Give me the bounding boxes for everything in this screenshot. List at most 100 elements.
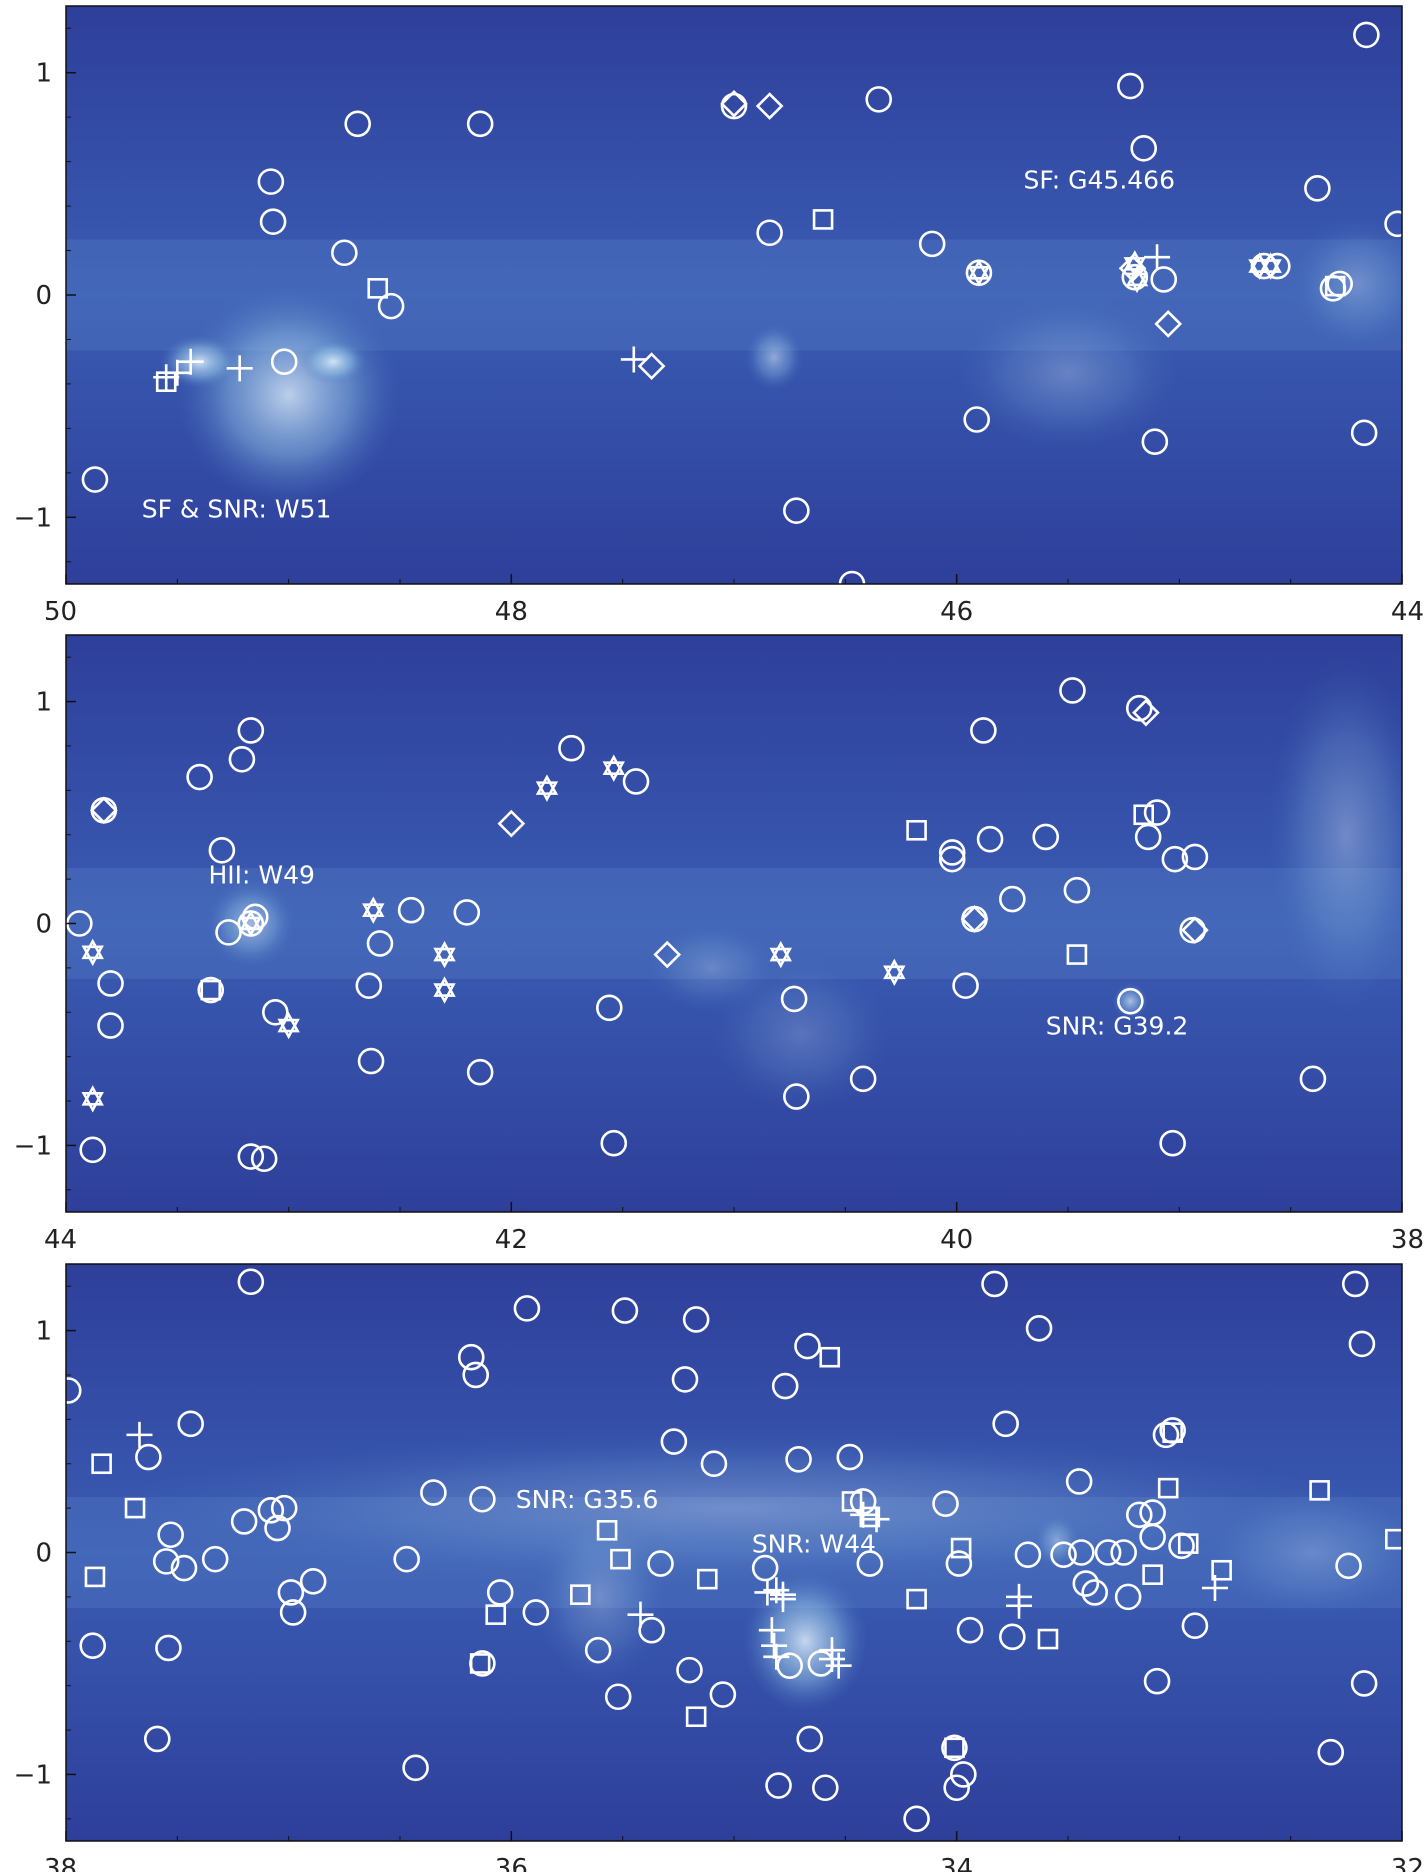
source-circle-marker	[596, 994, 623, 1022]
source-circle-marker	[1125, 1501, 1153, 1529]
emission-region	[742, 1570, 868, 1713]
source-circle-marker	[671, 1366, 699, 1393]
source-circle-marker	[1025, 1315, 1053, 1342]
source-circle-marker	[143, 1725, 171, 1753]
x-tick-label: 42	[495, 1225, 528, 1255]
source-circle-marker	[344, 110, 371, 138]
source-square-marker	[1385, 1528, 1402, 1550]
source-circle-marker	[1317, 1738, 1345, 1766]
source-circle-marker	[1050, 1541, 1077, 1569]
source-circle-marker	[709, 1681, 737, 1708]
source-circle-marker	[660, 1428, 688, 1455]
source-circle-marker	[264, 1514, 291, 1542]
source-circle-marker	[1299, 1065, 1327, 1093]
source-circle-marker	[170, 1554, 198, 1582]
source-circle-marker	[1353, 21, 1380, 49]
source-circle-marker	[79, 1632, 107, 1660]
region-annotation: SNR: G39.2	[1046, 1011, 1189, 1040]
source-circle-marker	[215, 919, 242, 946]
source-circle-marker	[522, 1599, 550, 1626]
source-circle-marker	[976, 825, 1004, 853]
source-circle-marker	[622, 768, 650, 795]
emission-region	[1034, 1514, 1080, 1569]
source-circle-marker	[945, 1550, 973, 1577]
source-circle-marker	[157, 1521, 184, 1549]
source-circle-marker	[1350, 419, 1378, 447]
x-tick-label: 38	[1391, 1225, 1424, 1255]
source-square-marker	[950, 1537, 972, 1559]
source-circle-marker	[796, 1725, 824, 1753]
source-diamond-marker	[720, 89, 748, 118]
source-circle-marker	[277, 1579, 305, 1606]
y-tick-label: −1	[14, 1760, 52, 1790]
emission-region	[1268, 657, 1402, 1013]
source-circle-marker	[1081, 1579, 1109, 1606]
source-circle-marker	[780, 985, 808, 1013]
source-circle-marker	[81, 466, 109, 493]
region-annotation: HII: W49	[209, 861, 315, 890]
source-square-marker	[819, 1346, 841, 1368]
source-circle-marker	[1150, 266, 1178, 293]
source-circle-marker	[941, 1734, 968, 1762]
source-circle-marker	[299, 1568, 327, 1595]
source-circle-marker	[932, 1490, 959, 1517]
source-circle-marker	[771, 1372, 799, 1400]
x-tick-label: 44	[1391, 597, 1424, 627]
source-square-marker	[570, 1584, 591, 1605]
source-circle-marker	[402, 1754, 429, 1782]
source-circle-marker	[811, 1774, 839, 1802]
source-diamond-marker	[653, 940, 682, 969]
source-plus-marker	[1144, 244, 1171, 271]
source-circle-marker	[647, 1550, 674, 1577]
source-circle-marker	[600, 1129, 628, 1157]
source-star-marker	[535, 774, 559, 802]
source-plus-marker	[758, 1617, 785, 1644]
source-circle-marker	[836, 1443, 864, 1471]
source-circle-marker	[756, 219, 783, 247]
source-plus-marker	[620, 346, 647, 373]
source-circle-marker	[720, 92, 748, 120]
source-circle-marker	[1143, 799, 1171, 826]
source-circle-marker	[970, 717, 997, 744]
source-circle-marker	[366, 930, 394, 957]
source-circle-marker	[1141, 428, 1169, 456]
source-circle-marker	[250, 1145, 278, 1173]
source-star-marker	[277, 1011, 300, 1040]
source-circle-marker	[794, 1332, 821, 1360]
source-circle-marker	[783, 1083, 810, 1110]
source-plus-marker	[1201, 1575, 1228, 1602]
source-diamond-marker	[497, 809, 526, 838]
source-circle-marker	[751, 1554, 779, 1582]
source-plus-marker	[769, 1581, 796, 1608]
source-square-marker	[84, 1566, 106, 1588]
x-tick-label: 34	[940, 1854, 973, 1872]
region-annotation: SNR: G35.6	[516, 1485, 659, 1514]
x-tick-label: 50	[44, 597, 77, 627]
source-circle-marker	[453, 899, 481, 926]
source-circle-marker	[1181, 1612, 1209, 1640]
source-circle-marker	[79, 1136, 107, 1164]
source-circle-marker	[262, 998, 289, 1026]
emission-region	[1290, 217, 1402, 351]
source-circle-marker	[186, 763, 213, 791]
y-tick-label: −1	[14, 503, 52, 533]
source-circle-marker	[584, 1636, 612, 1664]
source-star-marker	[769, 940, 792, 969]
source-circle-marker	[1094, 1539, 1122, 1566]
source-circle-marker	[259, 208, 287, 235]
source-plus-marker	[1006, 1583, 1033, 1610]
source-plus-marker	[850, 1501, 877, 1528]
emission-region	[956, 295, 1180, 451]
source-star-marker	[81, 938, 104, 967]
source-circle-marker	[1139, 1523, 1166, 1551]
source-circle-marker	[1068, 1539, 1095, 1566]
source-plus-marker	[763, 1577, 790, 1604]
x-tick-label: 48	[495, 597, 528, 627]
source-square-marker	[685, 1706, 707, 1728]
x-tick-label: 36	[495, 1854, 528, 1872]
source-star-marker	[433, 976, 456, 1004]
source-square-marker	[1157, 1477, 1179, 1499]
source-circle-marker	[197, 976, 225, 1004]
source-circle-marker	[1114, 1583, 1142, 1611]
